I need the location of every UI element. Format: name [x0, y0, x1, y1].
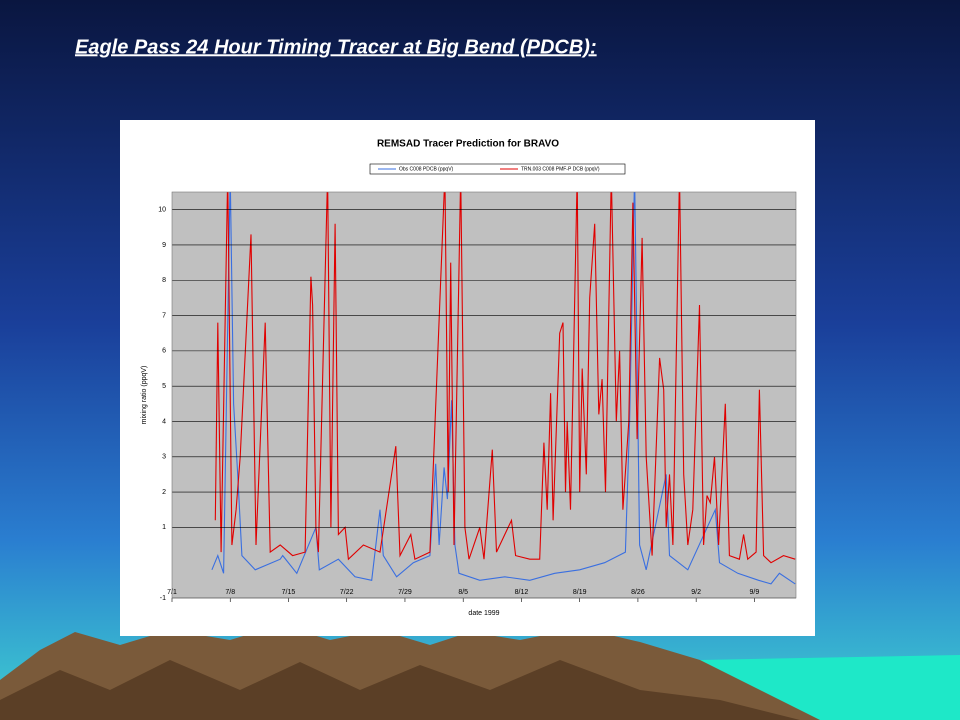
x-tick-label: 7/15 [282, 589, 296, 596]
y-tick-label: 4 [162, 418, 166, 425]
y-tick-label: 8 [162, 277, 166, 284]
y-tick-label: 9 [162, 242, 166, 249]
x-tick-label: 7/22 [340, 589, 354, 596]
x-axis-label: date 1999 [468, 610, 499, 617]
slide-title: Eagle Pass 24 Hour Timing Tracer at Big … [75, 36, 597, 58]
y-tick-label: 1 [162, 524, 166, 531]
x-tick-label: 9/2 [691, 589, 701, 596]
y-tick-label: 10 [158, 206, 166, 213]
y-tick-label: 7 [162, 312, 166, 319]
y-tick-label: 3 [162, 454, 166, 461]
series-line [214, 192, 796, 564]
x-tick-label: 7/8 [225, 589, 235, 596]
plot-border [171, 191, 797, 599]
x-tick-label: 9/9 [750, 589, 760, 596]
x-tick-label: 8/19 [573, 589, 587, 596]
legend-label: TRN.003 C008 PMF-P DCB (ppqV) [521, 166, 600, 172]
y-tick-label: 2 [162, 489, 166, 496]
plot-area [172, 192, 796, 598]
series-line [211, 192, 796, 585]
y-tick-label: 5 [162, 383, 166, 390]
legend [369, 163, 626, 175]
y-tick-label: -1 [160, 595, 166, 602]
x-tick-label: 8/5 [458, 589, 468, 596]
x-tick-label: 8/12 [515, 589, 529, 596]
y-axis-label: mixing ratio (ppqV) [141, 366, 148, 425]
plot [211, 192, 796, 585]
chart-title: REMSAD Tracer Prediction for BRAVO [377, 139, 559, 150]
y-tick-label: 6 [162, 348, 166, 355]
x-tick-label: 8/26 [631, 589, 645, 596]
mountains-shadow [0, 660, 800, 720]
x-tick-label: 7/29 [398, 589, 412, 596]
legend-label: Obs C008 PDCB (ppqV) [399, 166, 454, 172]
